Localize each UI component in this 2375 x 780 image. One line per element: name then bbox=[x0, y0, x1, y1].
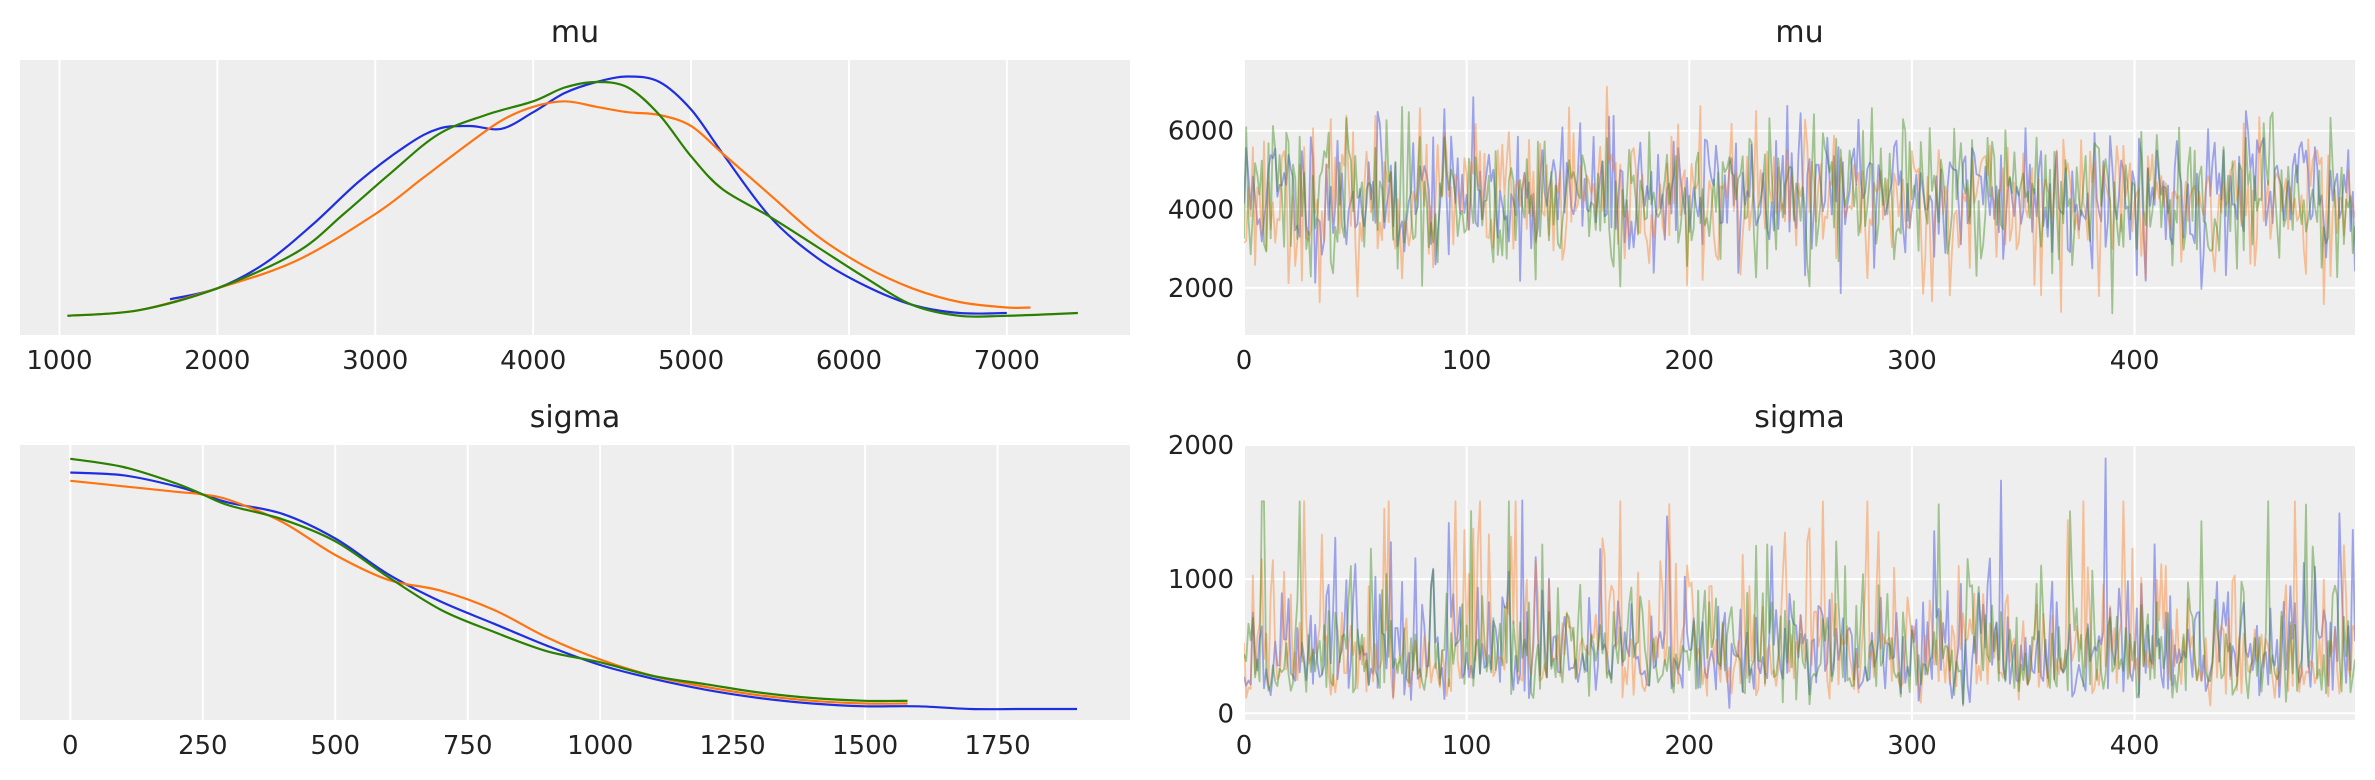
panel-title: sigma bbox=[530, 400, 621, 435]
x-tick-label: 500 bbox=[310, 731, 360, 761]
y-tick-label: 1000 bbox=[1168, 565, 1234, 595]
y-tick-label: 2000 bbox=[1168, 274, 1234, 304]
plot-area bbox=[20, 60, 1130, 335]
panel-trace_mu: mu 0 100 200 300 400 2000 4000 6000 bbox=[1168, 15, 2355, 376]
panel-title: mu bbox=[551, 15, 599, 50]
x-tick-label: 0 bbox=[1236, 731, 1253, 761]
x-tick-label: 0 bbox=[62, 731, 79, 761]
x-tick-label: 1000 bbox=[567, 731, 633, 761]
chain-2-line bbox=[70, 457, 908, 703]
panel-trace_sigma: sigma 0 100 200 300 400 0 1000 2000 bbox=[1168, 400, 2355, 761]
chain-1-line bbox=[1244, 500, 2355, 707]
x-tick-label: 200 bbox=[1664, 731, 1714, 761]
x-tick-label: 2000 bbox=[184, 346, 250, 376]
x-tick-label: 4000 bbox=[500, 346, 566, 376]
x-tick-label: 300 bbox=[1887, 731, 1937, 761]
y-tick-label: 0 bbox=[1217, 699, 1234, 729]
x-tick-label: 750 bbox=[443, 731, 493, 761]
x-tick-label: 200 bbox=[1664, 346, 1714, 376]
x-tick-label: 400 bbox=[2110, 346, 2160, 376]
x-tick-label: 1000 bbox=[26, 346, 92, 376]
series-group bbox=[67, 75, 1078, 318]
chain-2-line bbox=[67, 80, 1078, 318]
chain-2-line bbox=[1244, 500, 2355, 707]
x-tick-label: 0 bbox=[1236, 346, 1253, 376]
x-tick-label: 250 bbox=[178, 731, 228, 761]
plot-area bbox=[1244, 60, 2355, 335]
series-group bbox=[1244, 457, 2355, 709]
y-tick-label: 2000 bbox=[1168, 431, 1234, 461]
x-tick-label: 5000 bbox=[658, 346, 724, 376]
x-tick-label: 100 bbox=[1442, 346, 1492, 376]
x-tick-label: 1250 bbox=[700, 731, 766, 761]
chain-2-line bbox=[1244, 106, 2355, 315]
series-group bbox=[1244, 85, 2355, 315]
panel-kde_mu: mu 1000 2000 3000 4000 5000 6000 7000 bbox=[20, 15, 1130, 376]
chain-1-line bbox=[67, 100, 1031, 317]
x-tick-label: 3000 bbox=[342, 346, 408, 376]
x-tick-label: 300 bbox=[1887, 346, 1937, 376]
chain-0-line bbox=[1244, 457, 2355, 709]
y-tick-label: 4000 bbox=[1168, 195, 1234, 225]
panel-title: mu bbox=[1775, 15, 1823, 50]
x-tick-label: 6000 bbox=[816, 346, 882, 376]
y-tick-label: 6000 bbox=[1168, 117, 1234, 147]
chain-1-line bbox=[1244, 85, 2355, 313]
chain-0-line bbox=[169, 75, 1007, 315]
x-tick-label: 7000 bbox=[974, 346, 1040, 376]
chain-0-line bbox=[1244, 96, 2355, 295]
series-group bbox=[70, 457, 1077, 711]
x-tick-label: 400 bbox=[2110, 731, 2160, 761]
x-tick-label: 1750 bbox=[964, 731, 1030, 761]
plot-area bbox=[1244, 445, 2355, 720]
panel-kde_sigma: sigma 0 250 500 750 1000 1250 1500 1750 bbox=[20, 400, 1130, 761]
x-tick-label: 100 bbox=[1442, 731, 1492, 761]
x-tick-label: 1500 bbox=[832, 731, 898, 761]
plot-area bbox=[20, 445, 1130, 720]
panel-title: sigma bbox=[1754, 400, 1845, 435]
